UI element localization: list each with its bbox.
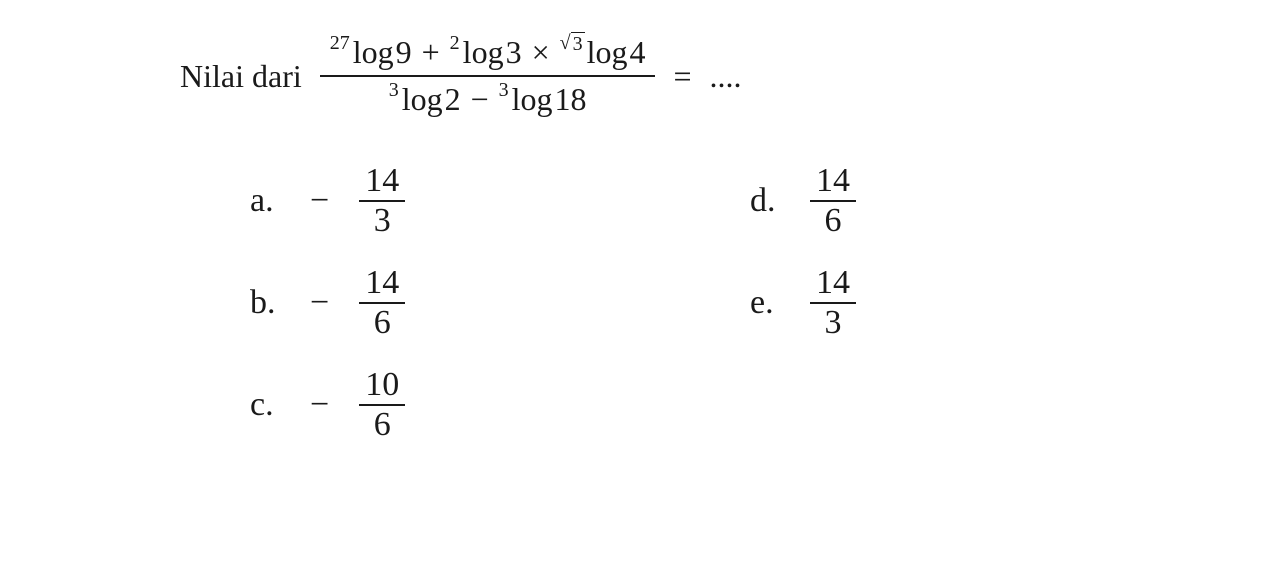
sup-2: 2 bbox=[450, 32, 460, 55]
den-term2: 3 log 18 bbox=[499, 81, 587, 118]
frac-e-num: 14 bbox=[810, 264, 856, 302]
frac-e: 14 3 bbox=[810, 264, 856, 342]
option-label-d: d. bbox=[750, 182, 786, 220]
neg-sign-c: − bbox=[310, 386, 329, 424]
frac-a-den: 3 bbox=[368, 202, 397, 240]
frac-c: 10 6 bbox=[359, 366, 405, 444]
log-fn: log bbox=[402, 81, 443, 118]
minus-op: − bbox=[463, 81, 497, 118]
sqrt-3-sup: √ 3 bbox=[560, 32, 585, 56]
num-term3: √ 3 log 4 bbox=[560, 34, 646, 71]
neg-sign-a: − bbox=[310, 182, 329, 220]
log-fn: log bbox=[353, 34, 394, 71]
options-grid: a. − 14 3 d. 14 6 b. − 14 6 e. 14 3 bbox=[250, 162, 1096, 444]
num-term1: 27 log 9 bbox=[330, 34, 412, 71]
option-d: d. 14 6 bbox=[750, 162, 1070, 240]
option-b: b. − 14 6 bbox=[250, 264, 570, 342]
log-fn: log bbox=[587, 34, 628, 71]
plus-op: + bbox=[414, 34, 448, 71]
log-fn: log bbox=[463, 34, 504, 71]
option-label-c: c. bbox=[250, 386, 286, 424]
log-arg: 18 bbox=[555, 81, 587, 118]
neg-sign-b: − bbox=[310, 284, 329, 322]
frac-c-num: 10 bbox=[359, 366, 405, 404]
frac-a: 14 3 bbox=[359, 162, 405, 240]
log-arg: 4 bbox=[629, 34, 645, 71]
denominator: 3 log 2 − 3 log 18 bbox=[379, 77, 597, 122]
log-arg: 9 bbox=[396, 34, 412, 71]
frac-d-num: 14 bbox=[810, 162, 856, 200]
frac-b: 14 6 bbox=[359, 264, 405, 342]
equals-sign: = bbox=[673, 58, 691, 95]
prompt-text: Nilai dari bbox=[180, 58, 302, 95]
sup-3a: 3 bbox=[389, 79, 399, 102]
frac-b-num: 14 bbox=[359, 264, 405, 302]
numerator: 27 log 9 + 2 log 3 × √ 3 log 4 bbox=[320, 30, 656, 75]
frac-d: 14 6 bbox=[810, 162, 856, 240]
sqrt-radicand: 3 bbox=[571, 32, 585, 56]
frac-b-den: 6 bbox=[368, 304, 397, 342]
sup-27: 27 bbox=[330, 32, 350, 55]
option-label-e: e. bbox=[750, 284, 786, 322]
sup-3b: 3 bbox=[499, 79, 509, 102]
option-c: c. − 10 6 bbox=[250, 366, 570, 444]
frac-c-den: 6 bbox=[368, 406, 397, 444]
option-label-b: b. bbox=[250, 284, 286, 322]
sqrt-symbol: √ bbox=[560, 32, 571, 55]
frac-a-num: 14 bbox=[359, 162, 405, 200]
dots: .... bbox=[710, 58, 742, 95]
times-op: × bbox=[524, 34, 558, 71]
frac-e-den: 3 bbox=[819, 304, 848, 342]
log-arg: 2 bbox=[445, 81, 461, 118]
main-fraction: 27 log 9 + 2 log 3 × √ 3 log 4 bbox=[320, 30, 656, 122]
log-fn: log bbox=[512, 81, 553, 118]
option-label-a: a. bbox=[250, 182, 286, 220]
option-a: a. − 14 3 bbox=[250, 162, 570, 240]
num-term2: 2 log 3 bbox=[450, 34, 522, 71]
den-term1: 3 log 2 bbox=[389, 81, 461, 118]
question-line: Nilai dari 27 log 9 + 2 log 3 × √ 3 log … bbox=[180, 30, 1096, 122]
log-arg: 3 bbox=[506, 34, 522, 71]
option-e: e. 14 3 bbox=[750, 264, 1070, 342]
frac-d-den: 6 bbox=[819, 202, 848, 240]
